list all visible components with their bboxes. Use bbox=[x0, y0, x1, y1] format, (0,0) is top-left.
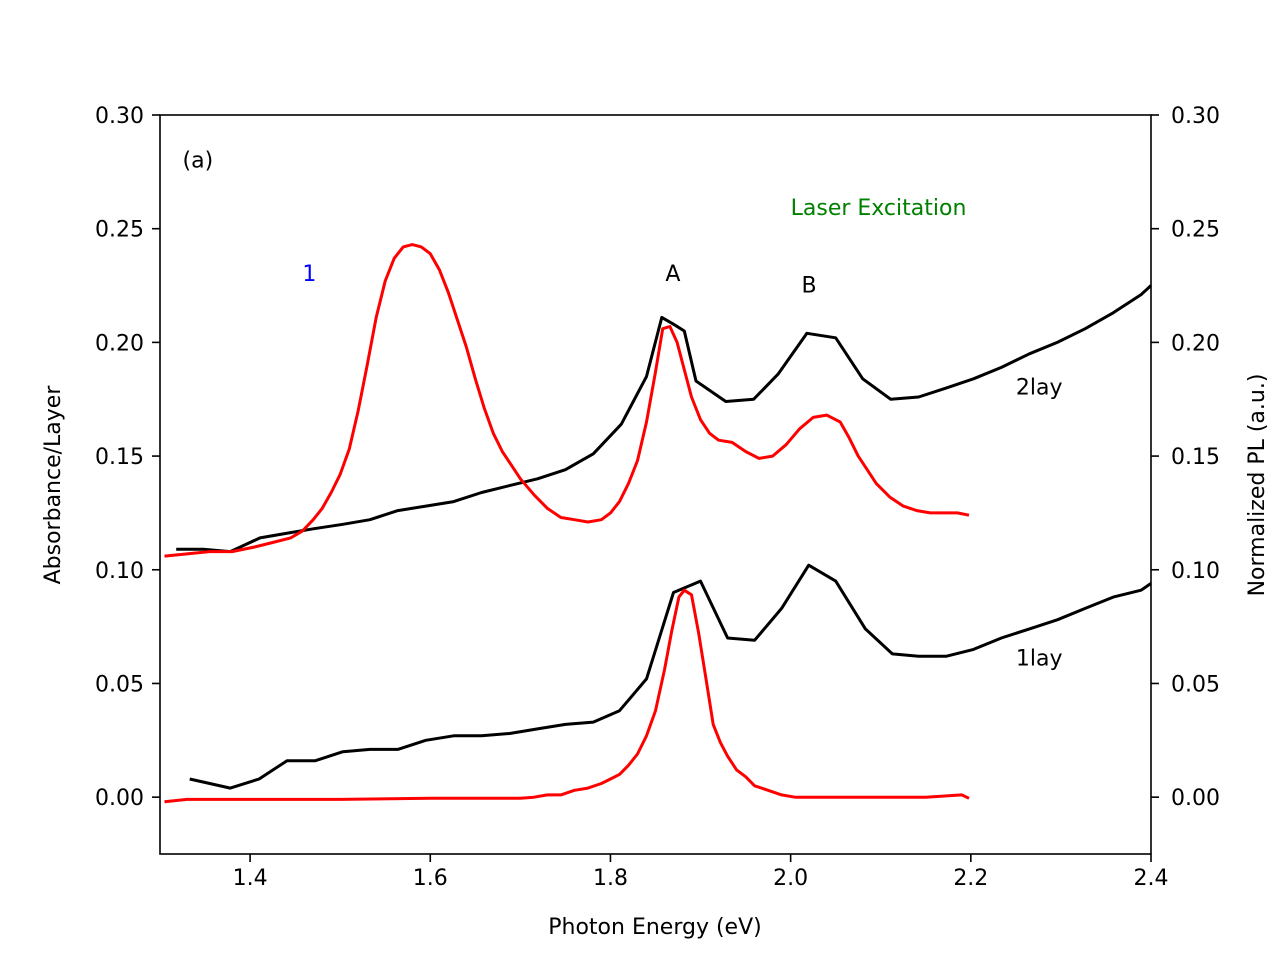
x-axis-title: Photon Energy (eV) bbox=[548, 915, 761, 940]
y-tick-label: 0.10 bbox=[95, 559, 144, 584]
annotation-7: 1lay bbox=[1016, 646, 1063, 671]
series-layer bbox=[164, 243, 1153, 804]
series-line-3 bbox=[189, 563, 1152, 790]
y-axis-title: Absorbance/Layer bbox=[41, 385, 66, 585]
annotations: (a) Laser Excitation 1 A B 2lay 1lay bbox=[183, 148, 1063, 671]
y-tick-label: 0.00 bbox=[95, 786, 144, 811]
annotation-5: B bbox=[801, 273, 816, 298]
annotation-6: 2lay bbox=[1016, 376, 1063, 401]
annotation-2: Laser Excitation bbox=[791, 196, 967, 221]
x-tick-label: 2.4 bbox=[1134, 866, 1169, 891]
y2-axis-title: Normalized PL (a.u.) bbox=[1245, 374, 1270, 597]
y2-tick-label: 0.00 bbox=[1171, 786, 1220, 811]
x-tick-label: 1.8 bbox=[593, 866, 628, 891]
annotation-1: (a) bbox=[183, 148, 214, 173]
plot-frame bbox=[159, 114, 1152, 855]
y-tick-label: 0.05 bbox=[95, 672, 144, 697]
y2-tick-label: 0.30 bbox=[1171, 104, 1220, 129]
series-line-4 bbox=[164, 588, 970, 804]
y2-tick-label: 0.05 bbox=[1171, 672, 1220, 697]
x-tick-label: 1.4 bbox=[233, 866, 268, 891]
y2-tick-label: 0.10 bbox=[1171, 559, 1220, 584]
y-tick-label: 0.15 bbox=[95, 445, 144, 470]
x-axis-ticks: 1.4 1.6 1.8 2.0 2.2 2.4 bbox=[233, 854, 1169, 891]
series-line-1 bbox=[176, 284, 1153, 554]
y2-axis-ticks: 0.00 0.05 0.10 0.15 0.20 0.25 0.30 bbox=[1151, 104, 1220, 811]
y2-tick-label: 0.25 bbox=[1171, 218, 1220, 243]
x-tick-label: 1.6 bbox=[413, 866, 448, 891]
annotation-4: A bbox=[665, 262, 680, 287]
y-axis-ticks: 0.00 0.05 0.10 0.15 0.20 0.25 0.30 bbox=[95, 104, 160, 811]
annotation-3: 1 bbox=[302, 262, 316, 287]
series-line-2 bbox=[164, 243, 970, 558]
y-tick-label: 0.30 bbox=[95, 104, 144, 129]
y2-tick-label: 0.15 bbox=[1171, 445, 1220, 470]
x-tick-label: 2.2 bbox=[953, 866, 988, 891]
y2-tick-label: 0.20 bbox=[1171, 331, 1220, 356]
x-tick-label: 2.0 bbox=[773, 866, 808, 891]
y-tick-label: 0.20 bbox=[95, 331, 144, 356]
y-tick-label: 0.25 bbox=[95, 218, 144, 243]
